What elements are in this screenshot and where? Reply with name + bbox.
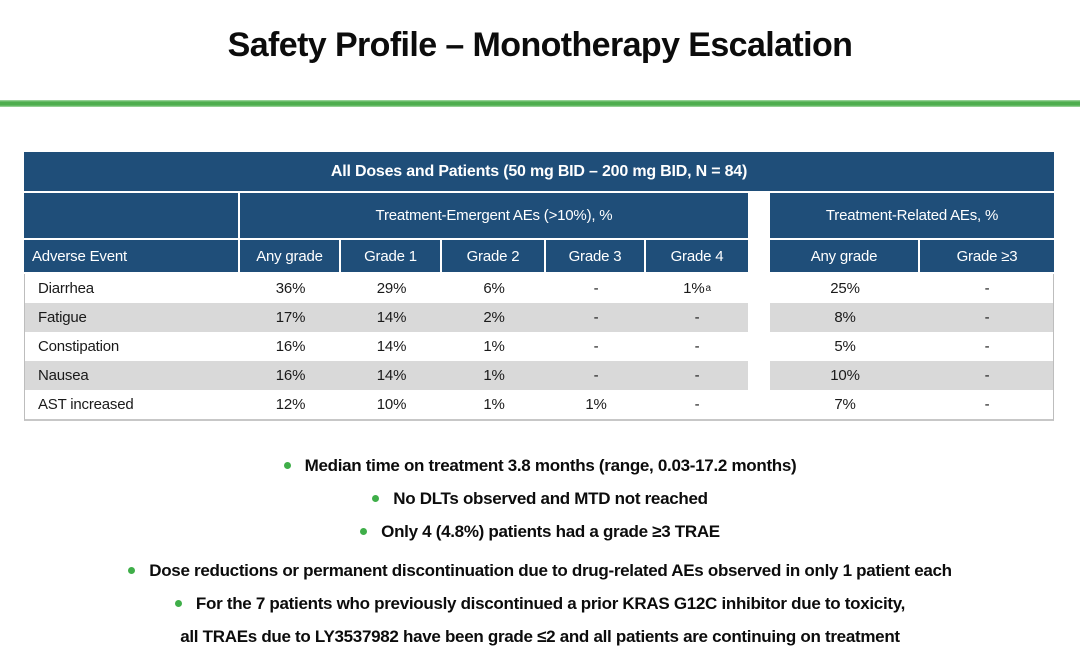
table-cell: - xyxy=(920,274,1054,303)
bullet-line: Only 4 (4.8%) patients had a grade ≥3 TR… xyxy=(0,515,1080,548)
column-gap xyxy=(748,390,770,419)
table-cell-event: Constipation xyxy=(24,332,240,361)
bullet-icon xyxy=(128,567,136,574)
table-cell: 10% xyxy=(770,361,920,390)
column-header-te-any-grade: Any grade xyxy=(240,240,341,274)
bullet-text: Median time on treatment 3.8 months (ran… xyxy=(304,455,797,475)
table-cell: 8% xyxy=(770,303,920,332)
bullet-line: No DLTs observed and MTD not reached xyxy=(0,482,1080,515)
table-cell: - xyxy=(920,303,1054,332)
bullet-continuation-line: all TRAEs due to LY3537982 have been gra… xyxy=(0,620,1080,653)
bullet-icon xyxy=(174,600,182,607)
summary-bullets: Median time on treatment 3.8 months (ran… xyxy=(0,449,1080,653)
table-cell: 10% xyxy=(341,390,442,419)
table-cell: 14% xyxy=(341,303,442,332)
table-cell: 1% xyxy=(442,390,546,419)
table-cell: 12% xyxy=(240,390,341,419)
bullet-line: Median time on treatment 3.8 months (ran… xyxy=(0,449,1080,482)
bullet-icon xyxy=(372,495,380,502)
table-cell: - xyxy=(546,303,646,332)
table-cell-event: Nausea xyxy=(24,361,240,390)
table-cell: 16% xyxy=(240,361,341,390)
bullet-text: For the 7 patients who previously discon… xyxy=(195,593,906,613)
table-cell: 14% xyxy=(341,361,442,390)
table-cell-event: Fatigue xyxy=(24,303,240,332)
table-cell: 1% xyxy=(546,390,646,419)
table-cell: - xyxy=(646,303,748,332)
table-cell: - xyxy=(546,332,646,361)
column-gap xyxy=(748,303,770,332)
column-header-grade2: Grade 2 xyxy=(442,240,546,274)
group-header-treatment-emergent: Treatment-Emergent AEs (>10%), % xyxy=(240,193,748,240)
table-banner: All Doses and Patients (50 mg BID – 200 … xyxy=(24,152,1054,193)
green-divider-rule xyxy=(0,100,1080,107)
column-gap xyxy=(748,332,770,361)
table-cell: - xyxy=(546,361,646,390)
table-cell: - xyxy=(646,361,748,390)
table-cell: 6% xyxy=(442,274,546,303)
table-cell: - xyxy=(920,361,1054,390)
table-cell: 7% xyxy=(770,390,920,419)
table-cell: 2% xyxy=(442,303,546,332)
column-header-grade4: Grade 4 xyxy=(646,240,748,274)
bullet-icon xyxy=(283,462,291,469)
adverse-events-table: All Doses and Patients (50 mg BID – 200 … xyxy=(24,152,1054,419)
table-cell: - xyxy=(920,390,1054,419)
table-cell-event: Diarrhea xyxy=(24,274,240,303)
table-cell: 36% xyxy=(240,274,341,303)
column-gap xyxy=(748,240,770,274)
column-header-adverse-event: Adverse Event xyxy=(24,240,240,274)
table-cell: 29% xyxy=(341,274,442,303)
bullet-text: Only 4 (4.8%) patients had a grade ≥3 TR… xyxy=(381,521,720,541)
column-gap xyxy=(748,193,770,240)
table-cell: 16% xyxy=(240,332,341,361)
bullet-text: Dose reductions or permanent discontinua… xyxy=(149,560,952,580)
table-cell: 25% xyxy=(770,274,920,303)
bullet-line: Dose reductions or permanent discontinua… xyxy=(0,554,1080,587)
bullet-text: all TRAEs due to LY3537982 have been gra… xyxy=(180,626,900,646)
table-cell-with-footnote: 1% a xyxy=(646,274,748,303)
table-cell: 17% xyxy=(240,303,341,332)
table-cell-event: AST increased xyxy=(24,390,240,419)
table-cell: - xyxy=(646,390,748,419)
table-cell: - xyxy=(646,332,748,361)
table-cell: 1% xyxy=(442,361,546,390)
cell-value: 1% xyxy=(683,280,705,297)
table-cell: 5% xyxy=(770,332,920,361)
column-header-tr-any-grade: Any grade xyxy=(770,240,920,274)
group-header-treatment-related: Treatment-Related AEs, % xyxy=(770,193,1054,240)
bullet-line: For the 7 patients who previously discon… xyxy=(0,587,1080,620)
column-gap xyxy=(748,274,770,303)
bullet-icon xyxy=(360,528,368,535)
bullet-text: No DLTs observed and MTD not reached xyxy=(393,488,708,508)
column-header-tr-grade-ge3: Grade ≥3 xyxy=(920,240,1054,274)
table-cell: 1% xyxy=(442,332,546,361)
header-blank-cell xyxy=(24,193,240,240)
column-header-grade3: Grade 3 xyxy=(546,240,646,274)
column-gap xyxy=(748,361,770,390)
slide-title: Safety Profile – Monotherapy Escalation xyxy=(227,26,853,64)
table-cell: - xyxy=(920,332,1054,361)
table-cell: 14% xyxy=(341,332,442,361)
column-header-grade1: Grade 1 xyxy=(341,240,442,274)
table-cell: - xyxy=(546,274,646,303)
